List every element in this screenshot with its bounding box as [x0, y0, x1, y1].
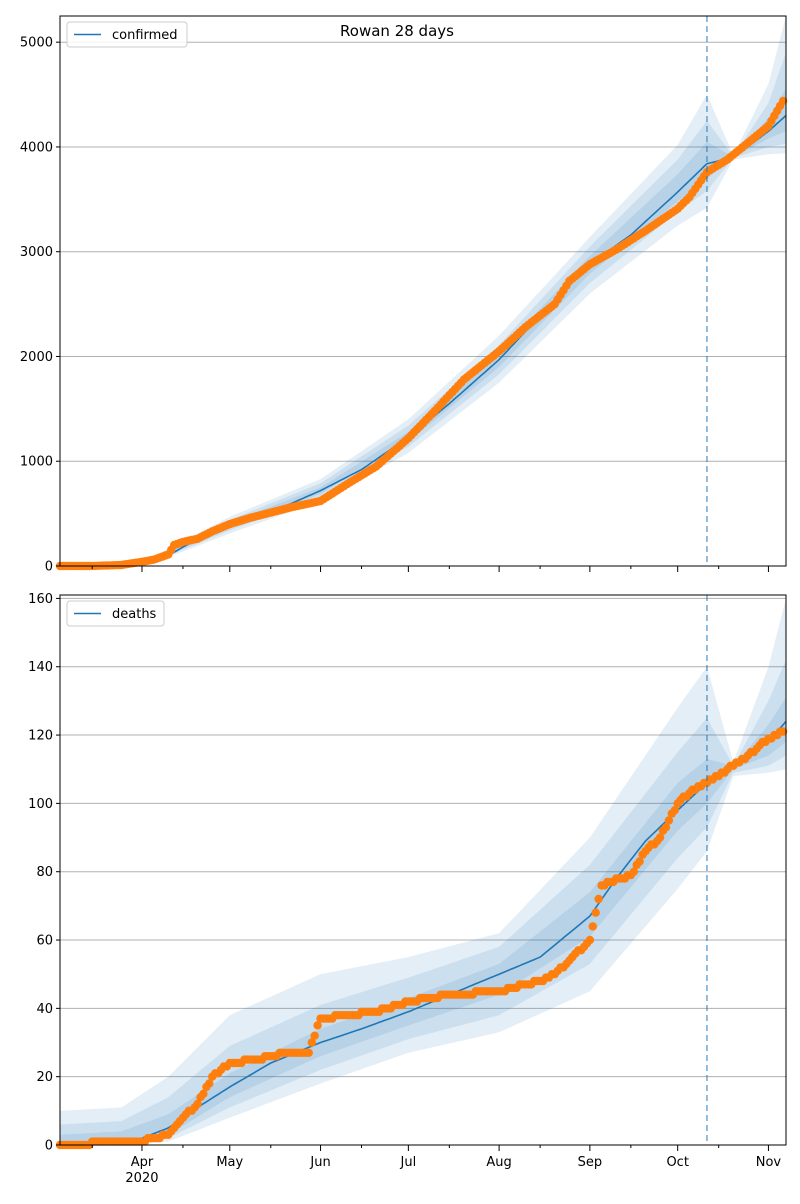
- observed-point: [629, 867, 638, 876]
- observed-point: [778, 727, 788, 736]
- legend-label: confirmed: [112, 28, 178, 43]
- x-tick-label: Apr: [131, 1155, 154, 1170]
- y-tick-label: 120: [28, 729, 53, 744]
- band-outer: [153, 94, 707, 563]
- observed-point: [670, 806, 679, 815]
- observed-point: [193, 1099, 202, 1109]
- observed-point: [594, 894, 603, 904]
- observed-points: [55, 727, 788, 1150]
- legend-label: deaths: [112, 607, 157, 622]
- y-tick-label: 100: [28, 797, 53, 812]
- band-middle: [707, 659, 786, 828]
- y-tick-label: 40: [36, 1002, 53, 1017]
- y-tick-label: 60: [36, 934, 53, 949]
- observed-point: [199, 1089, 208, 1099]
- y-tick-label: 20: [36, 1070, 53, 1085]
- observed-point: [655, 833, 665, 842]
- x-tick-label: 2020: [125, 1171, 158, 1186]
- observed-point: [661, 823, 671, 832]
- legend: deaths: [66, 600, 165, 627]
- y-tick-label: 4000: [20, 140, 53, 155]
- y-tick-label: 1000: [20, 455, 53, 470]
- band-middle: [60, 718, 707, 1145]
- legend: confirmed: [66, 21, 188, 48]
- observed-point: [591, 908, 600, 917]
- x-tick-label: Aug: [486, 1155, 511, 1170]
- y-tick-label: 3000: [20, 245, 53, 260]
- y-tick-label: 80: [36, 865, 53, 880]
- observed-points: [55, 96, 788, 571]
- uncertainty-bands: [60, 598, 786, 1145]
- y-tick-label: 140: [28, 660, 53, 675]
- x-tick-label: Nov: [756, 1155, 782, 1170]
- y-tick-label: 2000: [20, 350, 53, 365]
- y-tick-label: 0: [45, 560, 53, 575]
- x-tick-label: Oct: [666, 1155, 688, 1170]
- uncertainty-bands: [153, 16, 786, 563]
- band-outer: [707, 598, 786, 852]
- plot-frame: [59, 15, 787, 567]
- x-tick-label: Sep: [578, 1155, 603, 1170]
- observed-point: [635, 857, 644, 866]
- band-middle: [153, 120, 707, 562]
- y-tick-label: 160: [28, 592, 53, 607]
- observed-point: [307, 1038, 316, 1047]
- x-tick-label: Jun: [309, 1155, 330, 1170]
- legend-box: [66, 21, 188, 48]
- observed-point: [205, 1079, 214, 1088]
- top-panel: 0 1000 2000 3000 4000 5000 confirmed: [20, 15, 788, 575]
- observed-point: [304, 1048, 313, 1058]
- y-tick-label: 0: [45, 1139, 53, 1154]
- observed-point: [588, 922, 597, 931]
- y-tick-label: 5000: [20, 36, 53, 51]
- plot-frame: [59, 594, 787, 1146]
- observed-point: [313, 1021, 322, 1030]
- x-tick-label: Jul: [400, 1155, 417, 1170]
- band-outer: [60, 666, 707, 1145]
- chart-title: Rowan 28 days: [340, 22, 454, 40]
- observed-point: [310, 1031, 319, 1040]
- x-tick-label: May: [216, 1155, 243, 1170]
- observed-point: [585, 935, 595, 945]
- legend-box: [66, 600, 165, 627]
- observed-point: [778, 96, 788, 106]
- observed-point: [664, 816, 674, 825]
- band-inner: [707, 697, 786, 804]
